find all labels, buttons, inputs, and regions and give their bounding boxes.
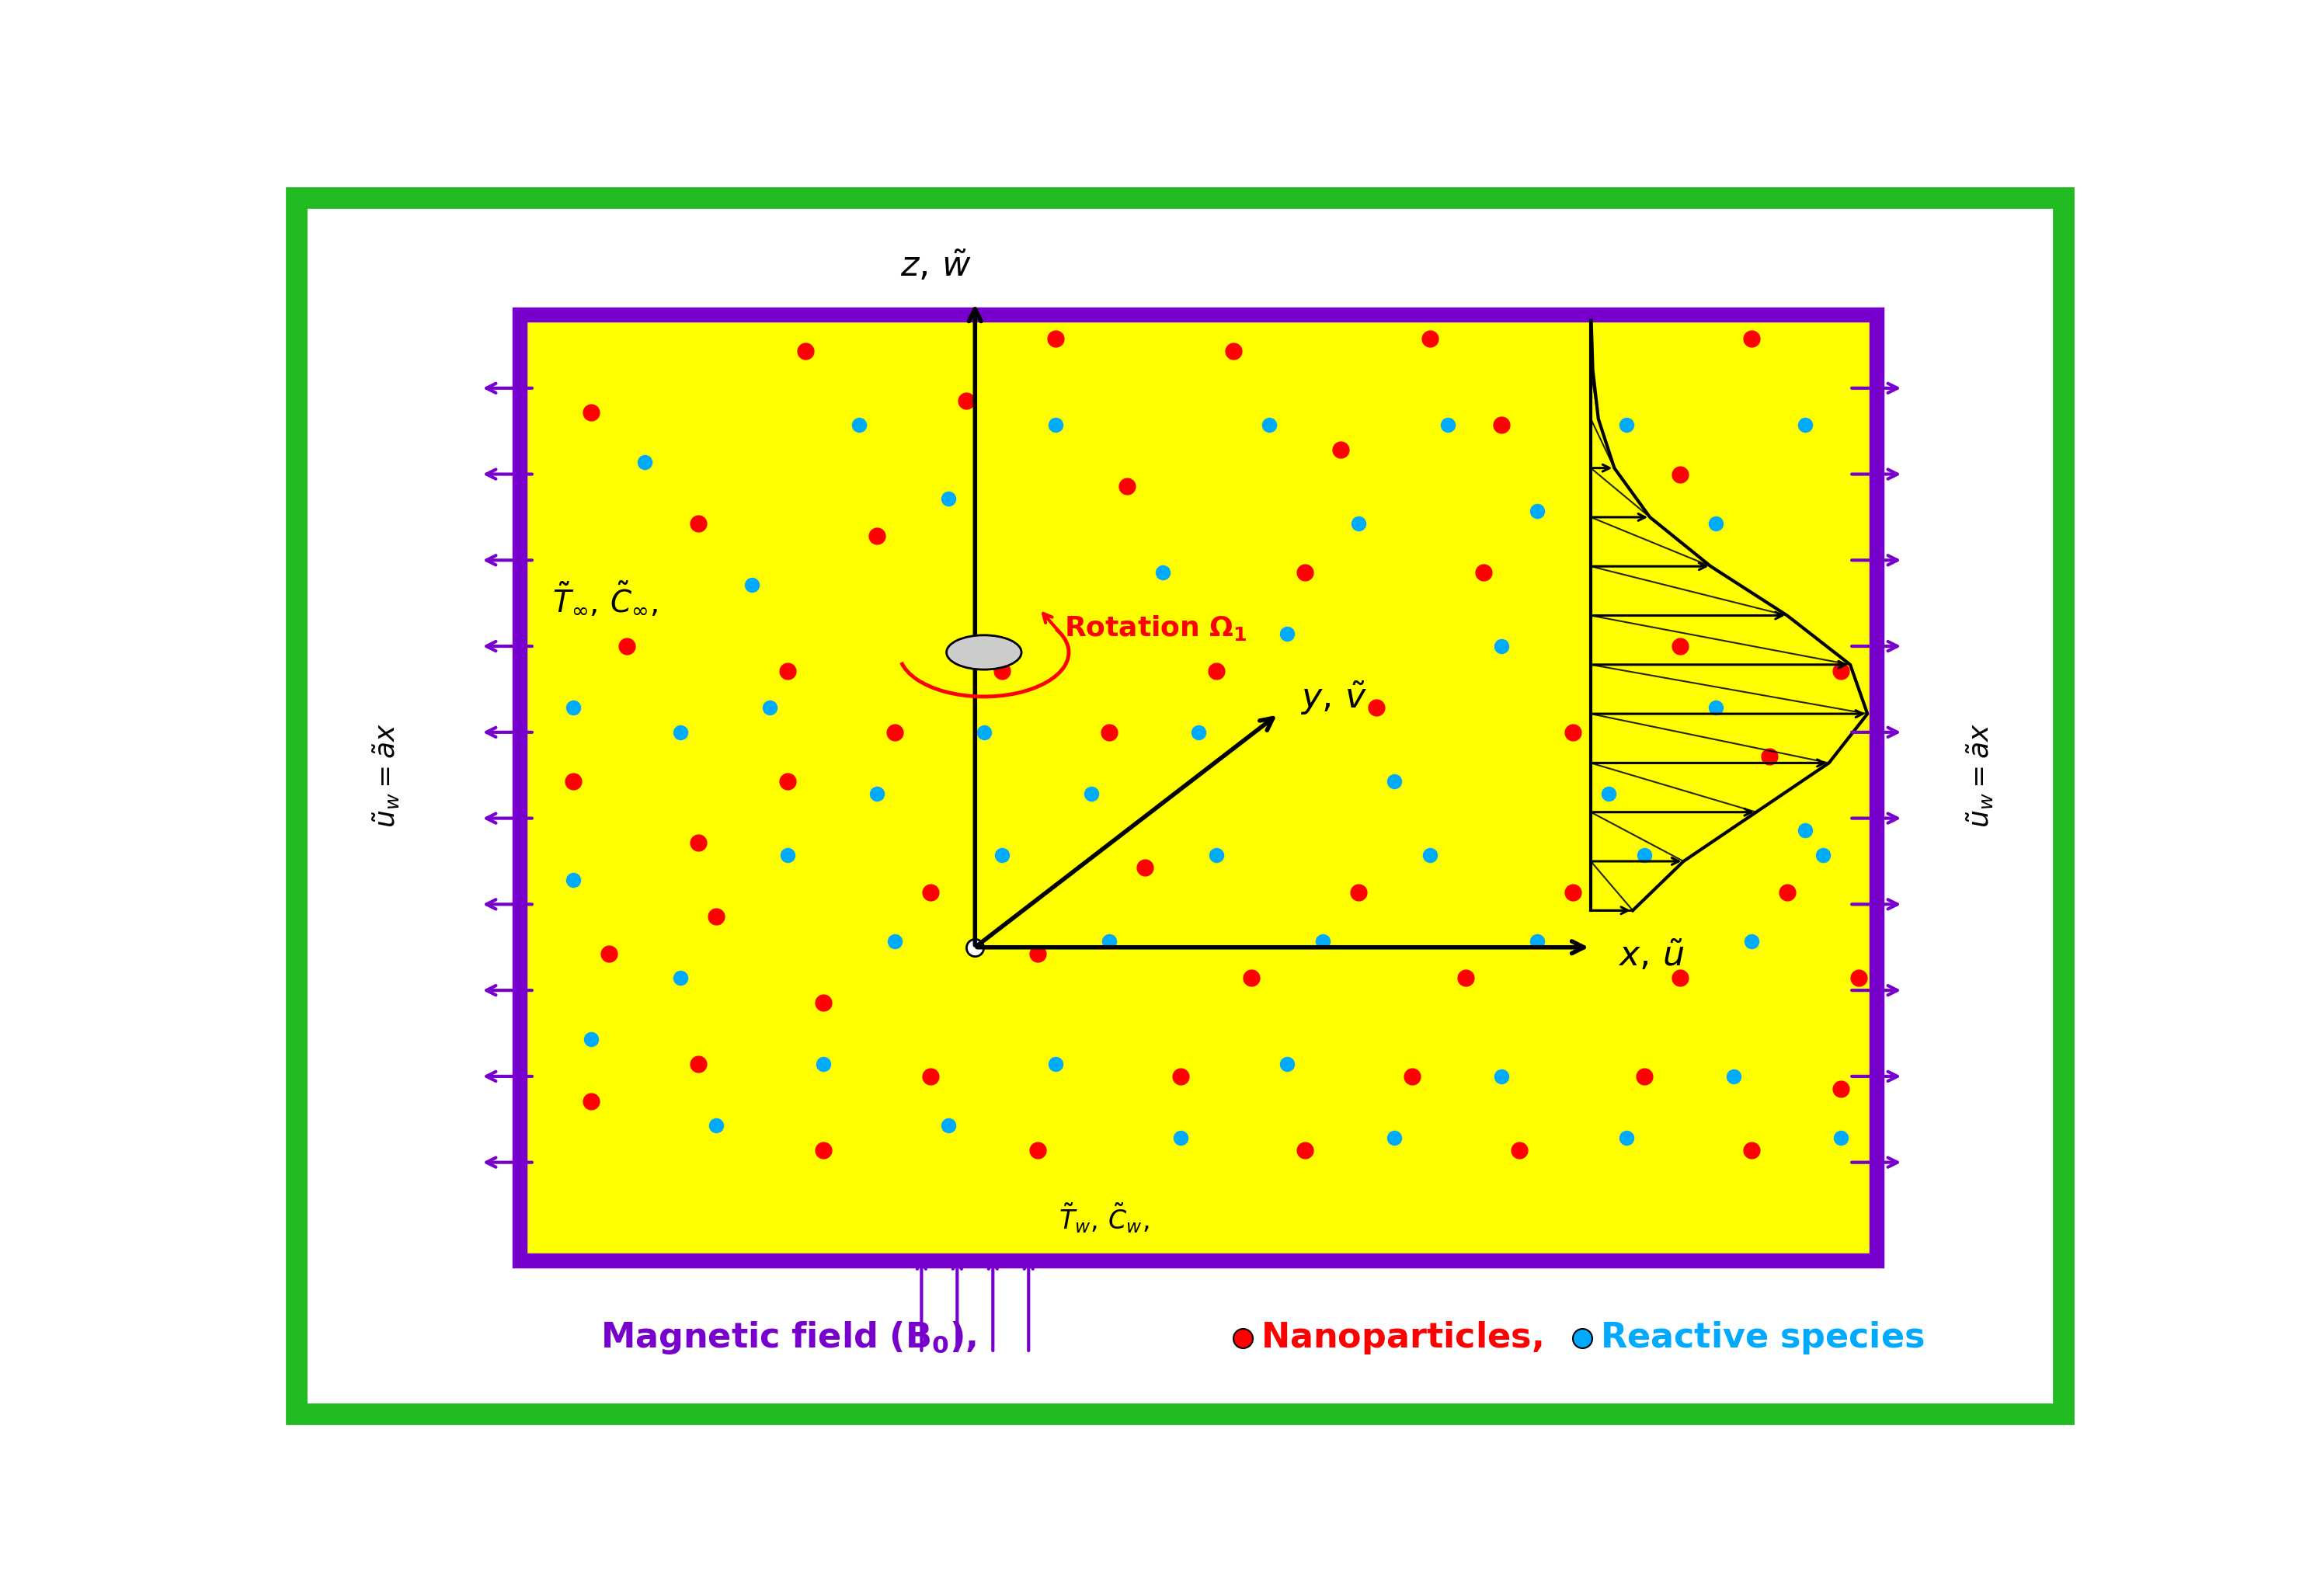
- Text: $x,\,\tilde{u}$: $x,\,\tilde{u}$: [1617, 938, 1683, 974]
- Text: $\tilde{T}_\infty,\,\tilde{C}_\infty,$: $\tilde{T}_\infty,\,\tilde{C}_\infty,$: [553, 581, 659, 618]
- Text: $\tilde{u}_w=\tilde{a}x$: $\tilde{u}_w=\tilde{a}x$: [371, 723, 401, 828]
- Text: $\mathbf{Nanoparticles,}$: $\mathbf{Nanoparticles,}$: [1260, 1320, 1543, 1357]
- Text: $z,\,\tilde{w}$: $z,\,\tilde{w}$: [900, 249, 972, 284]
- Text: $y,\,\tilde{v}$: $y,\,\tilde{v}$: [1299, 678, 1368, 717]
- Text: $\mathbf{Rotation\ \Omega_1}$: $\mathbf{Rotation\ \Omega_1}$: [1064, 613, 1246, 642]
- Text: $\tilde{T}_w,\,\tilde{C}_w,$: $\tilde{T}_w,\,\tilde{C}_w,$: [1059, 1200, 1149, 1235]
- Text: $\mathbf{Magnetic\ field\ (B_0),}$: $\mathbf{Magnetic\ field\ (B_0),}$: [601, 1320, 976, 1357]
- Ellipse shape: [947, 635, 1023, 670]
- Bar: [520, 314, 1877, 1261]
- Text: $\mathbf{Reactive\ species}$: $\mathbf{Reactive\ species}$: [1601, 1320, 1925, 1357]
- Text: $\tilde{u}_w=\tilde{a}x$: $\tilde{u}_w=\tilde{a}x$: [1964, 723, 1994, 828]
